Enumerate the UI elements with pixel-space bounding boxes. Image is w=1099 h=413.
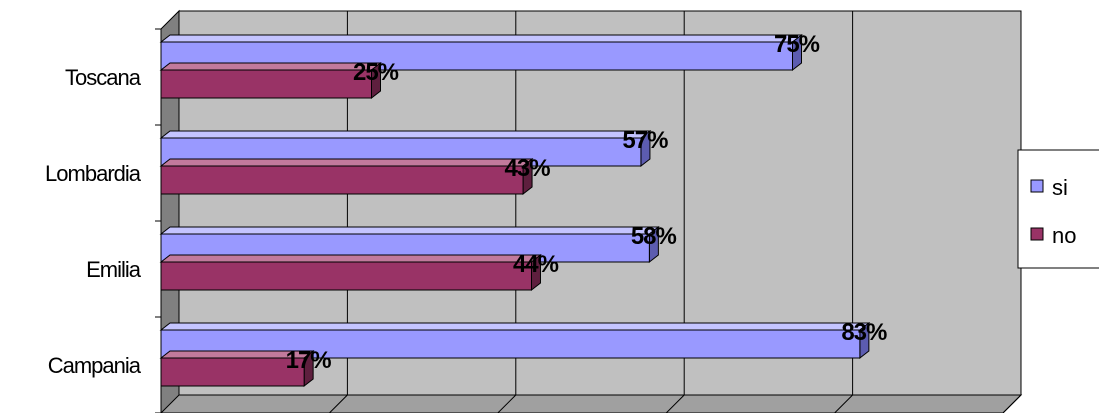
bar-no-lombardia: [159, 157, 534, 196]
legend: si no: [1017, 149, 1099, 269]
bar-front-face: [160, 261, 532, 291]
bars: [159, 33, 871, 388]
category-labels: Toscana Lombardia Emilia Campania: [45, 65, 143, 378]
data-label-no: 43%: [505, 155, 551, 182]
bar-no-emilia: [159, 253, 542, 292]
bar-top-face: [159, 34, 803, 43]
data-label-si: 58%: [631, 223, 677, 250]
legend-box: [1017, 149, 1099, 269]
category-label: Campania: [48, 353, 142, 378]
data-label-si: 83%: [841, 319, 887, 346]
bar-si-campania: [159, 321, 871, 360]
data-label-no: 25%: [353, 59, 399, 86]
category-label: Lombardia: [45, 161, 142, 186]
gridline-floor: [834, 394, 853, 413]
floor: [160, 394, 1023, 413]
gridline-floor: [665, 394, 685, 413]
data-label-si: 75%: [774, 31, 820, 58]
category-label: Emilia: [86, 257, 142, 282]
bar-top-face: [159, 62, 382, 71]
data-label-si: 57%: [622, 127, 668, 154]
bar-top-face: [159, 322, 871, 331]
bar-top-face: [159, 158, 534, 167]
legend-swatch-si: [1030, 179, 1044, 193]
gridline-floor: [329, 394, 348, 413]
bar-top-face: [159, 130, 652, 139]
side-wall: [160, 9, 180, 413]
data-label-no: 17%: [286, 347, 332, 374]
bar-no-campania: [159, 349, 315, 388]
legend-label-no: no: [1052, 223, 1076, 248]
bar-no-toscana: [159, 61, 382, 100]
bar-front-face: [160, 165, 524, 195]
legend-swatch-no: [1030, 227, 1044, 241]
bar-front-face: [160, 69, 372, 99]
gridline-floor: [1002, 394, 1022, 413]
data-labels: 75% 25% 57% 43% 58% 44% 83% 17%: [286, 31, 888, 374]
chart-walls: [160, 9, 1023, 413]
bar-top-face: [159, 254, 542, 263]
data-label-no: 44%: [513, 251, 559, 278]
bar-top-face: [159, 226, 660, 235]
gridline-floor: [497, 394, 517, 413]
category-label: Toscana: [65, 65, 142, 90]
legend-label-si: si: [1052, 175, 1068, 200]
bar-front-face: [160, 357, 305, 387]
